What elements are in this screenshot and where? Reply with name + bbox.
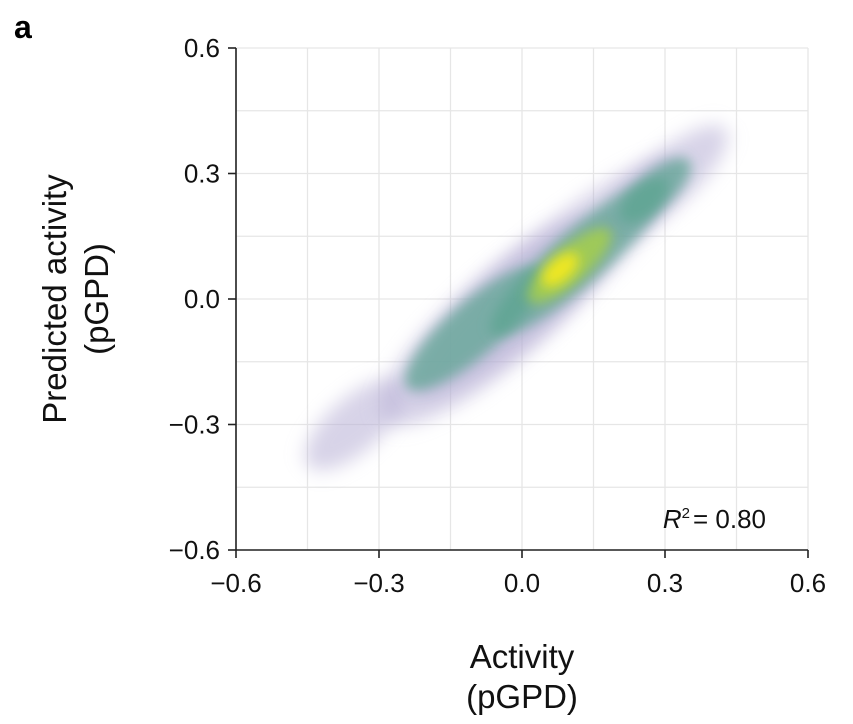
density-region-medium	[619, 157, 692, 223]
x-axis-ticks: −0.6 −0.3 0.0 0.3 0.6	[210, 550, 826, 598]
y-axis-ticks: −0.6 −0.3 0.0 0.3 0.6	[169, 33, 236, 565]
x-axis-title-line-1: Activity	[470, 638, 575, 675]
y-tick-label: 0.6	[184, 33, 220, 63]
density-region-peak	[541, 252, 579, 287]
x-tick-label: −0.3	[353, 568, 404, 598]
panel-label: a	[14, 9, 32, 45]
r-exponent: 2	[682, 505, 690, 522]
y-tick-label: −0.6	[169, 535, 220, 565]
density-region-low	[304, 378, 406, 471]
x-tick-label: 0.3	[647, 568, 683, 598]
x-tick-label: −0.6	[210, 568, 261, 598]
density-cloud	[304, 125, 728, 471]
y-axis-title-line-1: Predicted activity	[36, 174, 73, 424]
x-axis-title-line-2: (pGPD)	[466, 678, 578, 715]
y-tick-label: 0.0	[184, 284, 220, 314]
y-axis-title-line-2: (pGPD)	[78, 243, 115, 355]
r-squared-annotation: R2 = 0.80	[663, 504, 766, 534]
x-tick-label: 0.6	[790, 568, 826, 598]
r-squared-value: = 0.80	[693, 504, 766, 534]
x-tick-label: 0.0	[504, 568, 540, 598]
r-symbol: R	[663, 504, 682, 534]
y-tick-label: 0.3	[184, 159, 220, 189]
y-tick-label: −0.3	[169, 410, 220, 440]
